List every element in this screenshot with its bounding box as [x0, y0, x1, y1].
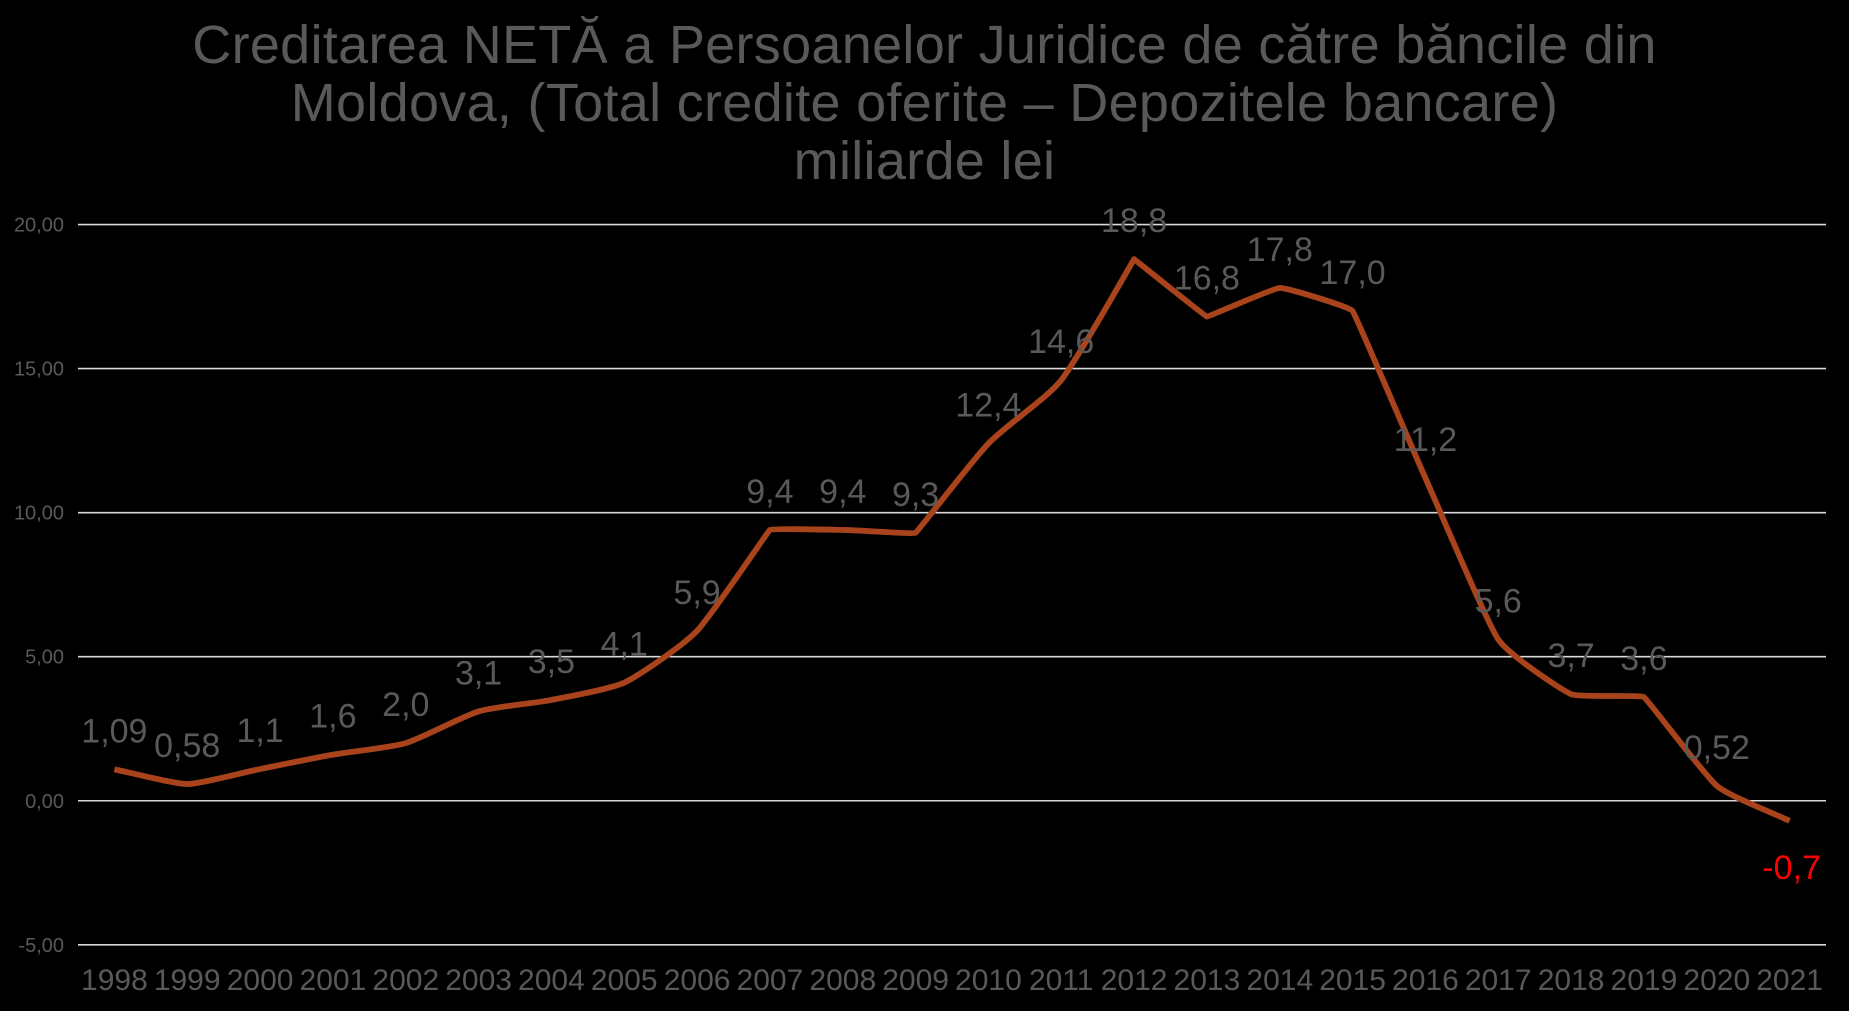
svg-text:17,8: 17,8 — [1247, 231, 1313, 269]
svg-text:2007: 2007 — [737, 964, 804, 997]
svg-text:-0,7: -0,7 — [1762, 849, 1821, 887]
svg-text:15,00: 15,00 — [14, 359, 64, 381]
svg-text:2016: 2016 — [1392, 964, 1459, 997]
svg-text:1,1: 1,1 — [236, 712, 283, 750]
svg-text:5,9: 5,9 — [673, 574, 720, 612]
svg-text:14,6: 14,6 — [1028, 323, 1094, 361]
svg-text:2006: 2006 — [664, 964, 731, 997]
svg-text:1,6: 1,6 — [309, 698, 356, 736]
svg-text:2011: 2011 — [1029, 964, 1094, 997]
svg-text:1,09: 1,09 — [81, 712, 147, 750]
svg-text:2013: 2013 — [1174, 964, 1241, 997]
svg-text:1998: 1998 — [81, 964, 148, 997]
svg-text:3,5: 3,5 — [528, 643, 575, 681]
svg-text:-5,00: -5,00 — [18, 935, 64, 957]
svg-text:9,3: 9,3 — [892, 476, 939, 514]
svg-text:20,00: 20,00 — [14, 215, 64, 237]
svg-text:2017: 2017 — [1465, 964, 1532, 997]
svg-text:17,0: 17,0 — [1320, 254, 1386, 292]
svg-text:2,0: 2,0 — [382, 686, 429, 724]
svg-text:2008: 2008 — [809, 964, 876, 997]
svg-text:2019: 2019 — [1611, 964, 1678, 997]
svg-text:10,00: 10,00 — [14, 503, 64, 525]
svg-text:3,1: 3,1 — [455, 654, 502, 692]
svg-text:2009: 2009 — [882, 964, 949, 997]
svg-text:0,00: 0,00 — [25, 791, 64, 813]
svg-text:2000: 2000 — [227, 964, 294, 997]
svg-text:9,4: 9,4 — [819, 473, 866, 511]
svg-text:2002: 2002 — [372, 964, 439, 997]
svg-text:3,6: 3,6 — [1620, 640, 1667, 678]
svg-text:2005: 2005 — [591, 964, 658, 997]
svg-text:2010: 2010 — [955, 964, 1022, 997]
svg-text:4,1: 4,1 — [601, 626, 648, 664]
svg-text:18,8: 18,8 — [1101, 202, 1167, 240]
svg-text:2003: 2003 — [445, 964, 512, 997]
svg-text:1999: 1999 — [154, 964, 221, 997]
svg-text:9,4: 9,4 — [746, 473, 793, 511]
svg-text:5,00: 5,00 — [25, 647, 64, 669]
svg-text:2020: 2020 — [1683, 964, 1750, 997]
svg-text:2014: 2014 — [1246, 964, 1313, 997]
svg-text:2018: 2018 — [1538, 964, 1605, 997]
svg-text:3,7: 3,7 — [1547, 637, 1594, 675]
svg-text:5,6: 5,6 — [1475, 582, 1522, 620]
svg-text:0,58: 0,58 — [154, 727, 220, 765]
svg-text:0,52: 0,52 — [1684, 729, 1750, 767]
svg-text:2021: 2021 — [1756, 964, 1823, 997]
svg-text:16,8: 16,8 — [1174, 260, 1240, 298]
svg-text:11,2: 11,2 — [1394, 421, 1458, 459]
svg-text:2012: 2012 — [1101, 964, 1168, 997]
svg-text:2001: 2001 — [300, 964, 367, 997]
svg-text:2015: 2015 — [1319, 964, 1386, 997]
svg-text:12,4: 12,4 — [955, 387, 1021, 425]
svg-text:2004: 2004 — [518, 964, 585, 997]
